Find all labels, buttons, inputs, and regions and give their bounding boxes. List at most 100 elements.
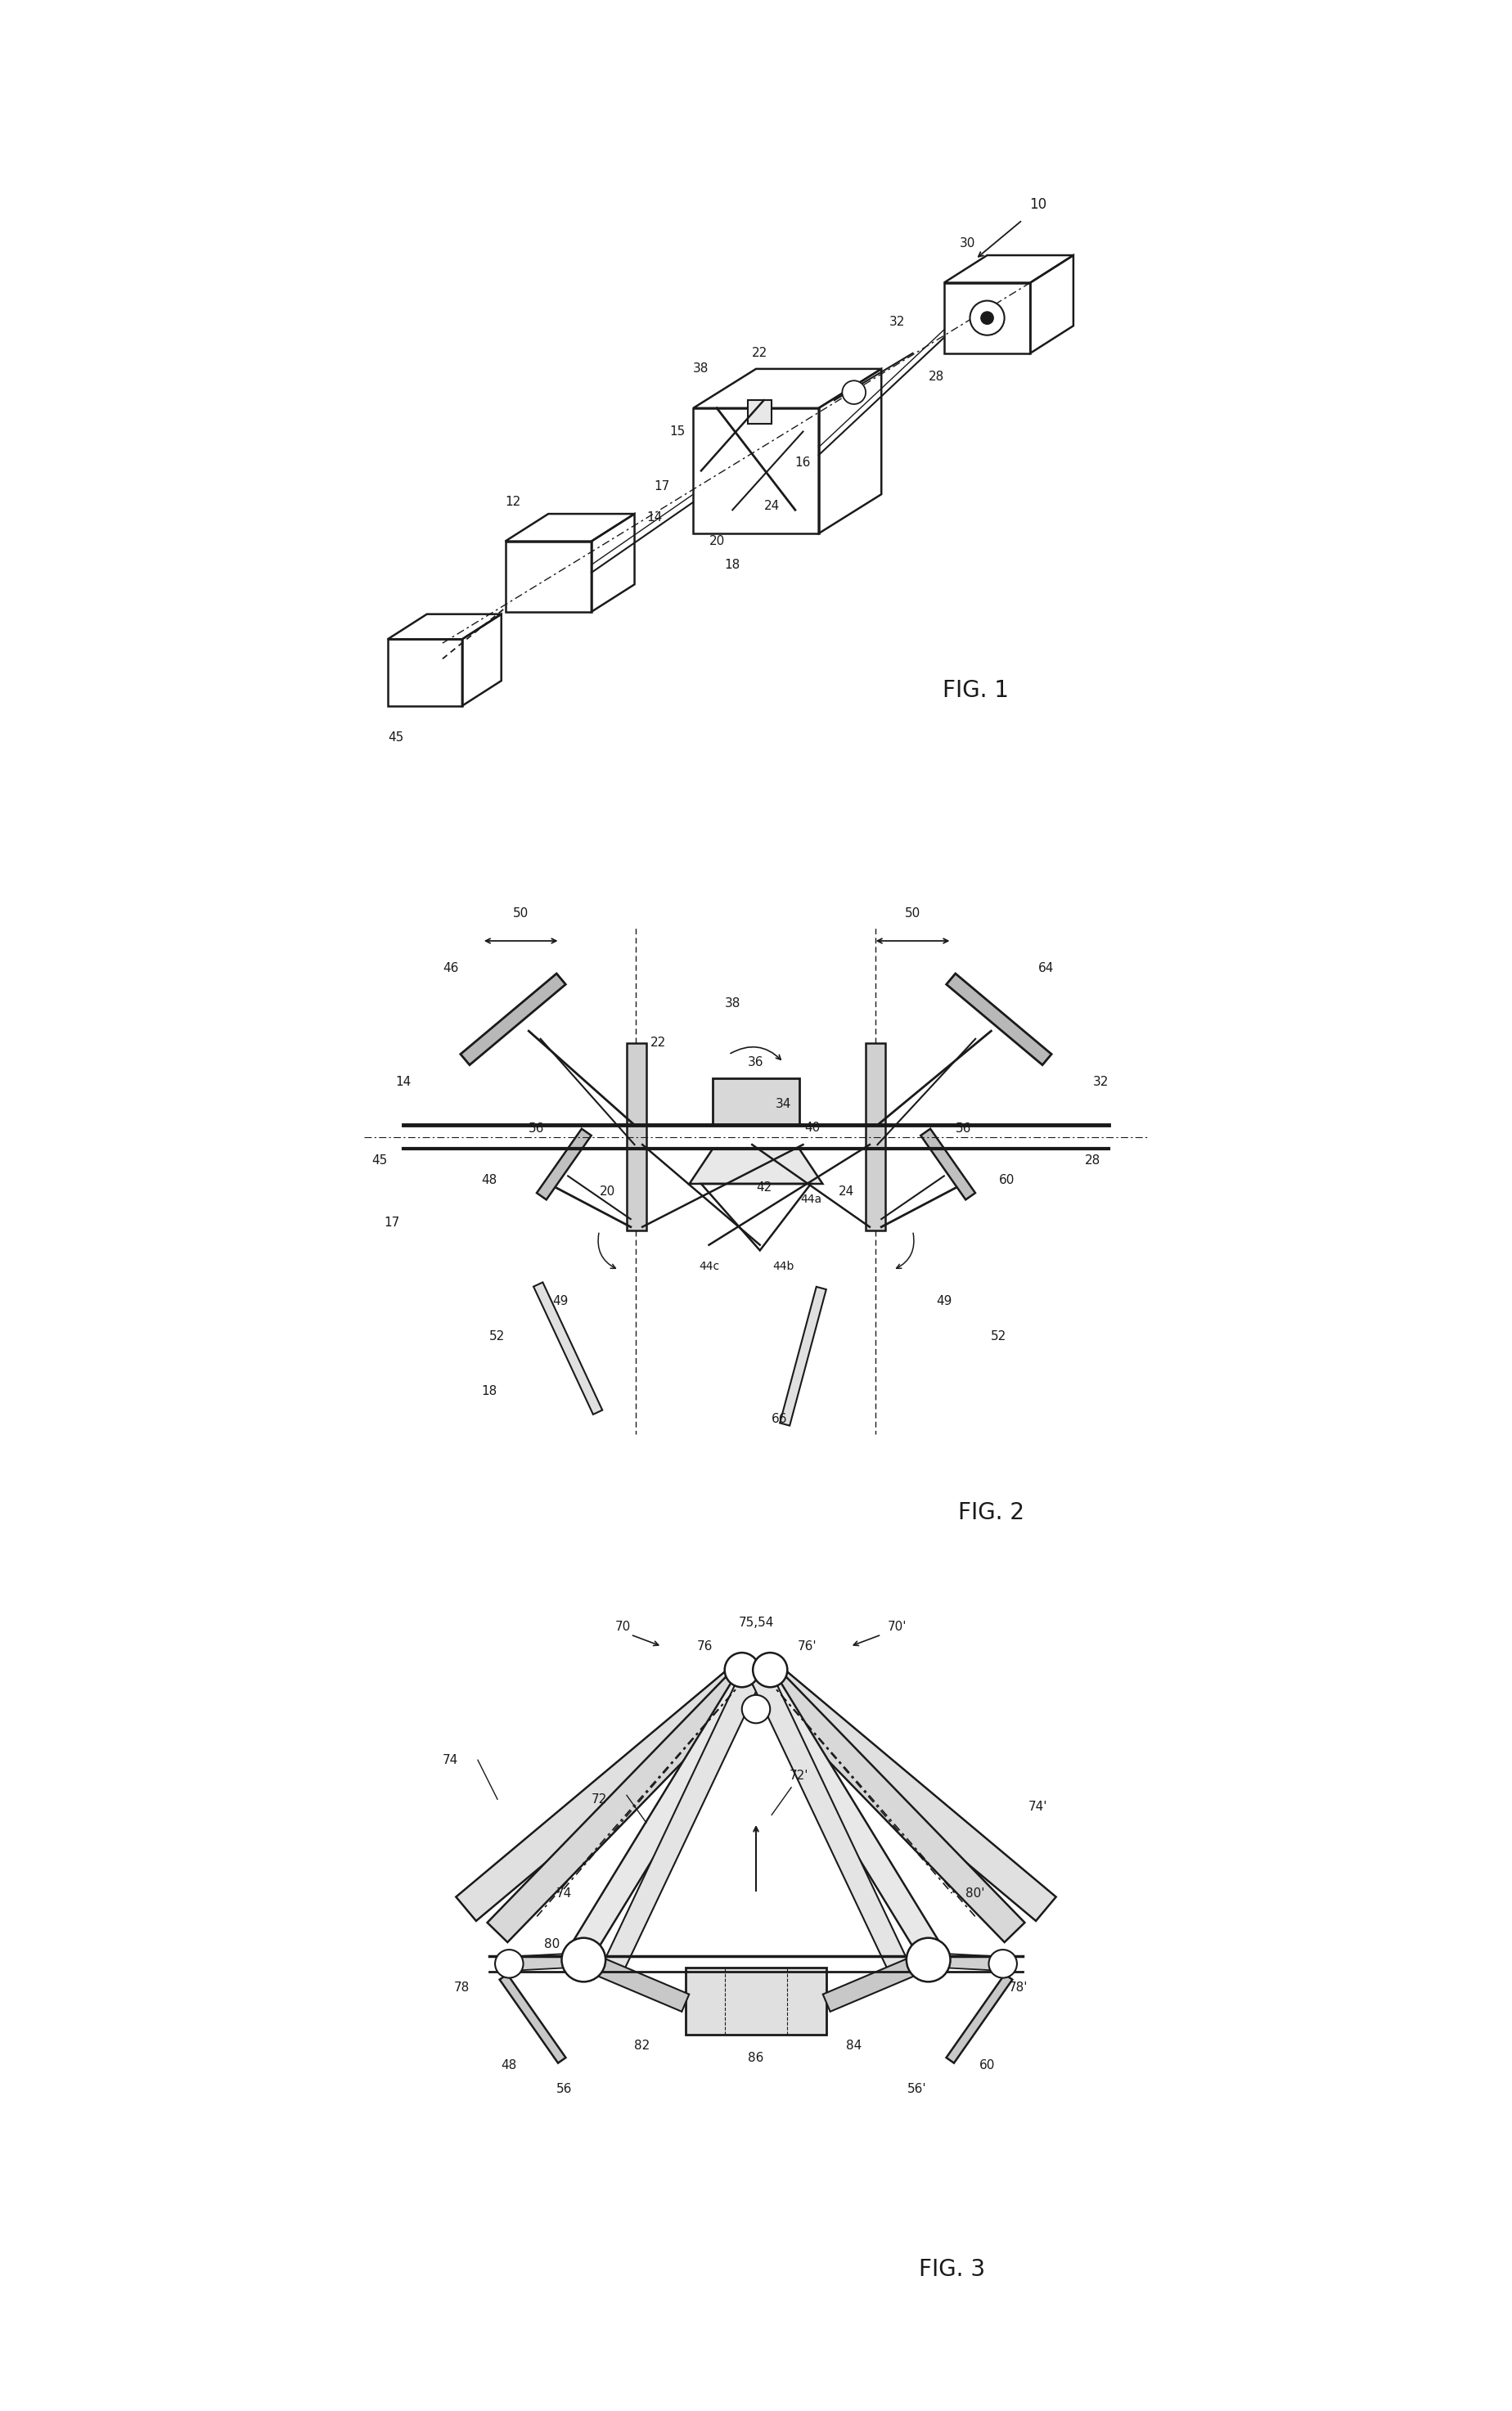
Circle shape [981,311,993,323]
Text: 52: 52 [990,1331,1007,1343]
Polygon shape [745,1656,1025,1943]
Circle shape [494,1950,523,1977]
Text: 70': 70' [888,1620,907,1632]
Text: 12: 12 [505,497,522,509]
Text: 38: 38 [692,362,709,376]
Text: 82: 82 [635,2040,650,2052]
Text: 56: 56 [556,2083,572,2095]
Circle shape [969,301,1004,335]
Text: 22: 22 [650,1037,665,1049]
Text: 15: 15 [670,424,685,439]
Text: 24: 24 [764,499,780,511]
Text: FIG. 3: FIG. 3 [919,2257,986,2281]
Polygon shape [947,1975,1013,2064]
Polygon shape [581,1950,689,2011]
Text: 17: 17 [384,1218,399,1230]
Text: 48: 48 [482,1174,497,1186]
Circle shape [842,381,866,405]
Text: 50: 50 [904,907,921,919]
Text: FIG. 1: FIG. 1 [942,677,1009,702]
Text: 42: 42 [756,1181,771,1193]
Polygon shape [685,1967,827,2035]
Text: 28: 28 [928,371,943,383]
Polygon shape [823,1950,931,2011]
Circle shape [742,1695,770,1724]
Text: 10: 10 [1030,198,1046,212]
Text: 34: 34 [776,1097,791,1109]
Circle shape [907,1938,951,1982]
Text: 50: 50 [513,907,529,919]
Circle shape [724,1652,759,1688]
Text: 56': 56' [907,2083,927,2095]
Polygon shape [487,1656,767,1943]
Text: 86: 86 [748,2052,764,2064]
Text: 66: 66 [771,1413,788,1425]
Polygon shape [573,1659,767,1955]
Polygon shape [457,1654,767,1922]
Text: 14: 14 [396,1075,411,1087]
Polygon shape [745,1659,939,1955]
Polygon shape [745,1654,1055,1922]
Text: 76': 76' [797,1639,816,1652]
Text: 64: 64 [1039,962,1054,974]
Text: 78': 78' [1009,1982,1028,1994]
Text: 36: 36 [748,1056,764,1068]
Text: 56: 56 [956,1124,972,1136]
Text: 44c: 44c [699,1261,720,1273]
Text: 78: 78 [454,1982,470,1994]
Polygon shape [947,974,1051,1066]
Text: FIG. 2: FIG. 2 [959,1502,1024,1524]
Text: 56: 56 [529,1124,544,1136]
Polygon shape [745,1661,907,1967]
Text: 72': 72' [789,1770,809,1782]
Text: 74: 74 [443,1753,458,1767]
Text: 60: 60 [999,1174,1015,1186]
Text: 49: 49 [936,1295,953,1307]
Text: 76: 76 [697,1639,714,1652]
Text: 84: 84 [847,2040,862,2052]
Polygon shape [605,1661,767,1967]
Text: 48: 48 [502,2059,517,2071]
Polygon shape [626,1042,646,1230]
Polygon shape [499,1975,565,2064]
Text: 32: 32 [1093,1075,1108,1087]
Text: 18: 18 [482,1386,497,1398]
Polygon shape [689,1148,823,1184]
Text: 22: 22 [751,347,768,359]
Text: 20: 20 [709,535,724,547]
Text: 30: 30 [960,236,975,251]
Polygon shape [537,1128,591,1201]
Polygon shape [712,1078,800,1126]
Circle shape [753,1652,788,1688]
Text: 70: 70 [615,1620,631,1632]
Text: 32: 32 [889,316,906,328]
Text: 75,54: 75,54 [738,1618,774,1630]
Polygon shape [461,974,565,1066]
Text: 45: 45 [387,731,404,743]
Text: 44b: 44b [773,1261,794,1273]
Polygon shape [508,1953,584,1970]
Text: 80: 80 [544,1938,559,1950]
Circle shape [989,1950,1018,1977]
Polygon shape [866,1042,886,1230]
Text: 17: 17 [655,480,670,492]
Text: 24: 24 [838,1186,854,1198]
Text: 40: 40 [804,1121,821,1133]
Text: 60: 60 [980,2059,995,2071]
Polygon shape [534,1283,602,1415]
Text: 20: 20 [599,1186,615,1198]
Polygon shape [780,1287,826,1425]
Polygon shape [928,1953,1004,1970]
Text: 18: 18 [724,559,741,571]
Circle shape [561,1938,605,1982]
Text: 14: 14 [646,511,662,523]
Text: 46: 46 [443,962,458,974]
Polygon shape [921,1128,975,1201]
Text: 28: 28 [1086,1155,1101,1167]
Text: 16: 16 [795,456,810,470]
Text: 49: 49 [552,1295,569,1307]
Text: 45: 45 [372,1155,387,1167]
Text: 74': 74' [1028,1801,1048,1813]
Text: 74: 74 [556,1888,572,1900]
Text: 38: 38 [724,998,741,1010]
